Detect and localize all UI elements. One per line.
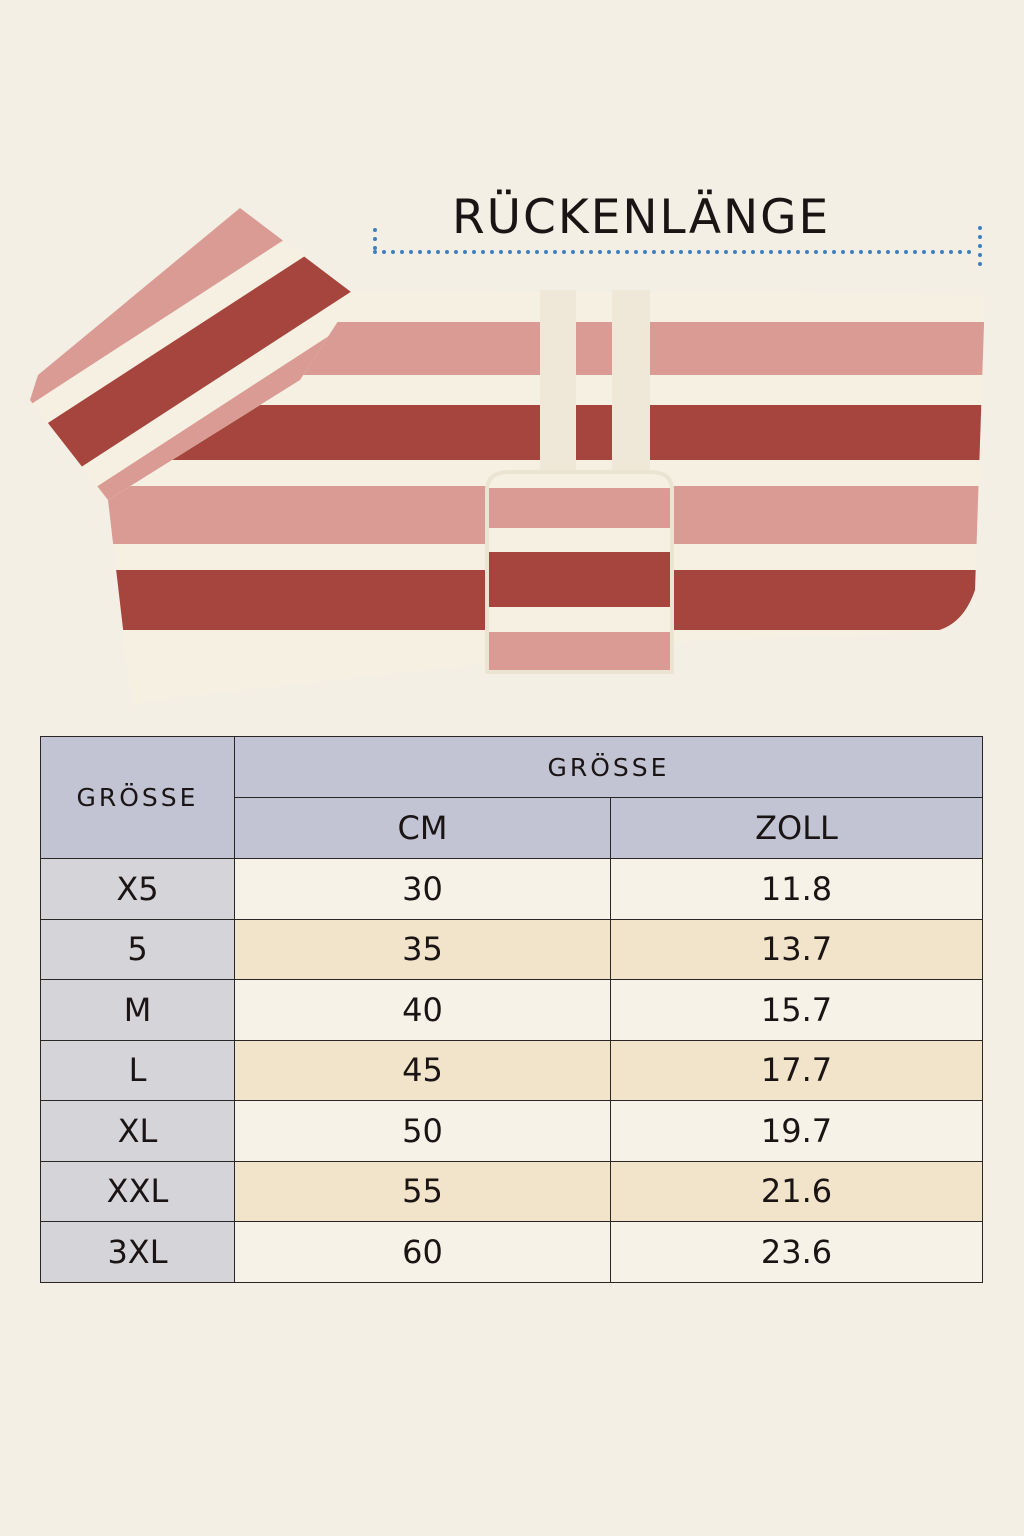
table-row: 5 35 13.7 (40, 918, 983, 980)
size-cell: L (40, 1039, 235, 1101)
table-row: M 40 15.7 (40, 979, 983, 1041)
zoll-cell: 19.7 (610, 1100, 983, 1162)
cm-cell: 55 (234, 1160, 611, 1222)
zoll-cell: 15.7 (610, 979, 983, 1041)
table-row: 3XL 60 23.6 (40, 1221, 983, 1283)
zoll-cell: 11.8 (610, 858, 983, 920)
cm-cell: 35 (234, 918, 611, 980)
zoll-cell: 23.6 (610, 1221, 983, 1283)
strap-right (612, 290, 650, 475)
table-row: XL 50 19.7 (40, 1100, 983, 1162)
cm-cell: 40 (234, 979, 611, 1041)
size-header: GRÖSSE (40, 736, 235, 859)
belly-tab (487, 472, 672, 672)
size-cell: 5 (40, 918, 235, 980)
size-cell: M (40, 979, 235, 1041)
cm-cell: 60 (234, 1221, 611, 1283)
zoll-cell: 17.7 (610, 1039, 983, 1101)
dog-coat-image (30, 208, 985, 706)
zoll-cell: 21.6 (610, 1160, 983, 1222)
cm-cell: 30 (234, 858, 611, 920)
table-row: X5 30 11.8 (40, 858, 983, 920)
cm-cell: 50 (234, 1100, 611, 1162)
size-cell: XXL (40, 1160, 235, 1222)
zoll-cell: 13.7 (610, 918, 983, 980)
cm-cell: 45 (234, 1039, 611, 1101)
group-header: GRÖSSE (234, 736, 983, 798)
size-cell: X5 (40, 858, 235, 920)
size-cell: 3XL (40, 1221, 235, 1283)
zoll-header: ZOLL (610, 797, 983, 859)
table-row: XXL 55 21.6 (40, 1160, 983, 1222)
measure-label: RÜCKENLÄNGE (452, 190, 831, 245)
size-cell: XL (40, 1100, 235, 1162)
table-row: L 45 17.7 (40, 1039, 983, 1101)
size-table: GRÖSSE GRÖSSE CM ZOLL X5 30 11.8 5 35 13.7 M 40… (40, 736, 983, 1283)
strap-left (540, 290, 576, 475)
cm-header: CM (234, 797, 611, 859)
